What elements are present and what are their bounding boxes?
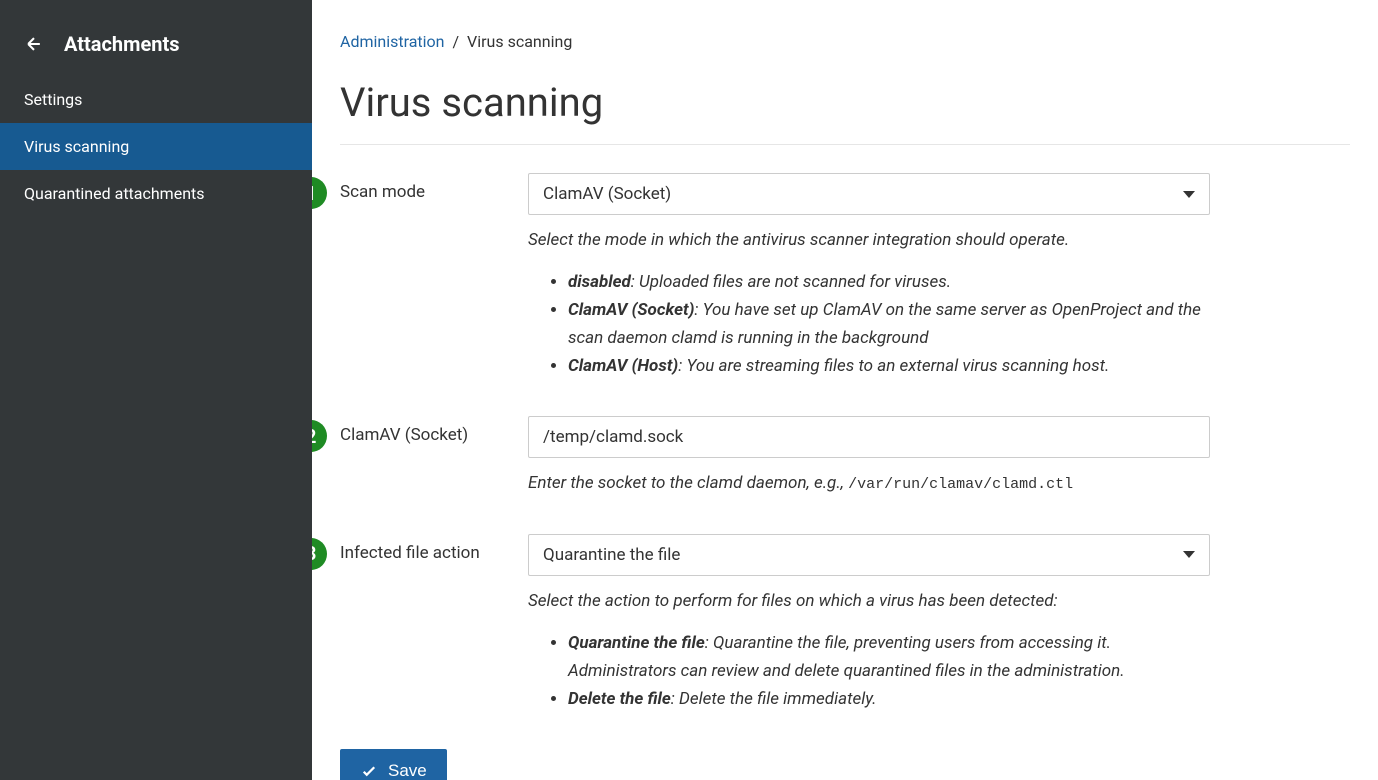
- list-item: ClamAV (Host): You are streaming files t…: [568, 352, 1210, 380]
- sidebar-item-virus-scanning[interactable]: Virus scanning: [0, 123, 312, 170]
- breadcrumb-parent-link[interactable]: Administration: [340, 32, 445, 51]
- badge-1: 1: [312, 177, 327, 209]
- input-value: /temp/clamd.sock: [543, 427, 683, 447]
- desc: : Uploaded files are not scanned for vir…: [631, 272, 951, 292]
- sidebar-item-quarantined-attachments[interactable]: Quarantined attachments: [0, 170, 312, 217]
- term: ClamAV (Socket): [568, 300, 694, 320]
- form-row-action: 3 Infected file action Quarantine the fi…: [340, 534, 1350, 713]
- save-label: Save: [388, 761, 427, 780]
- term: Delete the file: [568, 689, 671, 709]
- action-select[interactable]: Quarantine the file: [528, 534, 1210, 576]
- field-action: Quarantine the file Select the action to…: [528, 534, 1210, 713]
- socket-input[interactable]: /temp/clamd.sock: [528, 416, 1210, 458]
- breadcrumb-separator: /: [452, 32, 459, 51]
- breadcrumb: Administration / Virus scanning: [340, 32, 1350, 51]
- check-icon: [360, 762, 378, 780]
- term: Quarantine the file: [568, 633, 705, 653]
- sidebar-item-label: Quarantined attachments: [24, 184, 205, 203]
- socket-help: Enter the socket to the clamd daemon, e.…: [528, 470, 1210, 497]
- badge-3: 3: [312, 538, 327, 570]
- list-item: Delete the file: Delete the file immedia…: [568, 685, 1210, 713]
- sidebar-header: Attachments: [0, 0, 312, 76]
- list-item: ClamAV (Socket): You have set up ClamAV …: [568, 296, 1210, 352]
- label-socket: 2 ClamAV (Socket): [340, 416, 528, 497]
- sidebar-title: Attachments: [64, 32, 180, 56]
- desc: : You are streaming files to an external…: [678, 356, 1109, 376]
- page-title: Virus scanning: [340, 79, 1350, 145]
- list-item: Quarantine the file: Quarantine the file…: [568, 629, 1210, 685]
- action-help: Select the action to perform for files o…: [528, 588, 1210, 615]
- sidebar-item-label: Virus scanning: [24, 137, 129, 156]
- desc: : Delete the file immediately.: [671, 689, 877, 709]
- term: disabled: [568, 272, 631, 292]
- breadcrumb-current: Virus scanning: [467, 32, 572, 51]
- save-button[interactable]: Save: [340, 749, 447, 780]
- help-mono: /var/run/clamav/clamd.ctl: [848, 476, 1073, 493]
- chevron-down-icon: [1183, 191, 1195, 198]
- help-prefix: Enter the socket to the clamd daemon, e.…: [528, 473, 848, 493]
- scan-mode-select[interactable]: ClamAV (Socket): [528, 173, 1210, 215]
- sidebar-item-label: Settings: [24, 90, 82, 109]
- term: ClamAV (Host): [568, 356, 678, 376]
- main-content: Administration / Virus scanning Virus sc…: [312, 0, 1378, 780]
- list-item: disabled: Uploaded files are not scanned…: [568, 268, 1210, 296]
- label-text: Infected file action: [340, 543, 480, 563]
- label-scan-mode: 1 Scan mode: [340, 173, 528, 380]
- label-action: 3 Infected file action: [340, 534, 528, 713]
- badge-2: 2: [312, 420, 327, 452]
- scan-mode-options-list: disabled: Uploaded files are not scanned…: [528, 268, 1210, 380]
- field-scan-mode: ClamAV (Socket) Select the mode in which…: [528, 173, 1210, 380]
- label-text: Scan mode: [340, 182, 425, 202]
- scan-mode-help: Select the mode in which the antivirus s…: [528, 227, 1210, 254]
- back-arrow-icon[interactable]: [24, 34, 44, 54]
- form-row-socket: 2 ClamAV (Socket) /temp/clamd.sock Enter…: [340, 416, 1350, 497]
- label-text: ClamAV (Socket): [340, 425, 468, 445]
- sidebar: Attachments Settings Virus scanning Quar…: [0, 0, 312, 780]
- form-row-scan-mode: 1 Scan mode ClamAV (Socket) Select the m…: [340, 173, 1350, 380]
- select-value: Quarantine the file: [543, 545, 680, 565]
- field-socket: /temp/clamd.sock Enter the socket to the…: [528, 416, 1210, 497]
- action-options-list: Quarantine the file: Quarantine the file…: [528, 629, 1210, 713]
- chevron-down-icon: [1183, 551, 1195, 558]
- sidebar-item-settings[interactable]: Settings: [0, 76, 312, 123]
- select-value: ClamAV (Socket): [543, 184, 671, 204]
